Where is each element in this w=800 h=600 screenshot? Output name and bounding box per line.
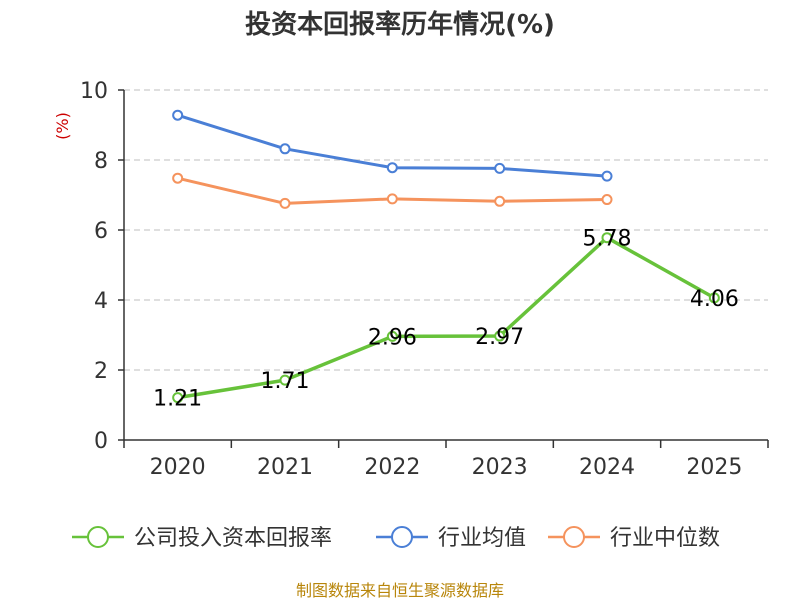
series-1-point-2024[interactable] [601,170,613,182]
y-tick-label-4: 4 [94,289,108,314]
x-tick-label-2022: 2022 [364,455,420,480]
grid-lines [124,89,768,371]
legend-marker-1 [391,526,413,548]
legend-marker-2 [563,526,585,548]
x-tick-label-2024: 2024 [579,455,635,480]
x-tick-label-2020: 2020 [150,455,206,480]
legend-item-1[interactable]: 行业均值 [376,526,526,551]
legend-item-0[interactable]: 公司投入资本回报率 [72,526,332,551]
series-layer: 1.21 1.71 2.96 2.97 5.78 4.06 [153,109,739,412]
data-label-2022: 2.96 [368,325,417,350]
y-tick-label-6: 6 [94,219,108,244]
y-tick-label-10: 10 [80,79,108,104]
legend-label-0: 公司投入资本回报率 [134,526,332,551]
y-tick-label-8: 8 [94,149,108,174]
legend[interactable]: 公司投入资本回报率 行业均值 行业中位数 [72,526,720,551]
data-label-2021: 1.71 [261,369,310,394]
series-0-point-2025[interactable] [708,292,720,304]
axes: 0 2 4 6 8 10 2020 2021 2022 2023 2024 2025 [80,79,769,480]
data-label-2020: 1.21 [153,387,202,412]
series-0-point-2021[interactable] [279,374,291,386]
data-label-2023: 2.97 [475,325,524,350]
series-1-point-2020[interactable] [172,109,184,121]
chart-title: 投资本回报率历年情况(%) [245,9,555,40]
series-2-point-2024[interactable] [601,194,613,206]
series-line-0 [177,235,716,400]
series-2-point-2023[interactable] [494,195,506,207]
y-axis-unit: (%) [53,112,72,140]
legend-label-1: 行业均值 [438,526,526,551]
x-tick-label-2025: 2025 [686,455,742,480]
y-tick-label-2: 2 [94,359,108,384]
series-1-point-2022[interactable] [386,162,398,174]
series-1-point-2021[interactable] [279,143,291,155]
series-1-point-2023[interactable] [494,162,506,174]
series-0-point-2020[interactable] [172,392,184,404]
data-label-2025: 4.06 [690,287,739,312]
series-0-point-2022[interactable] [386,330,398,342]
legend-item-2[interactable]: 行业中位数 [548,526,720,551]
legend-label-2: 行业中位数 [610,526,720,551]
series-2-point-2020[interactable] [172,172,184,184]
series-2-point-2022[interactable] [386,193,398,205]
x-tick-label-2023: 2023 [472,455,528,480]
series-2-point-2021[interactable] [279,197,291,209]
x-tick-label-2021: 2021 [257,455,313,480]
series-0-point-2023[interactable] [494,330,506,342]
legend-marker-0 [87,526,109,548]
source-note: 制图数据来自恒生聚源数据库 [296,581,504,600]
series-0-point-2024[interactable] [601,232,613,244]
data-label-2024: 5.78 [583,227,632,252]
y-tick-label-0: 0 [94,429,108,454]
